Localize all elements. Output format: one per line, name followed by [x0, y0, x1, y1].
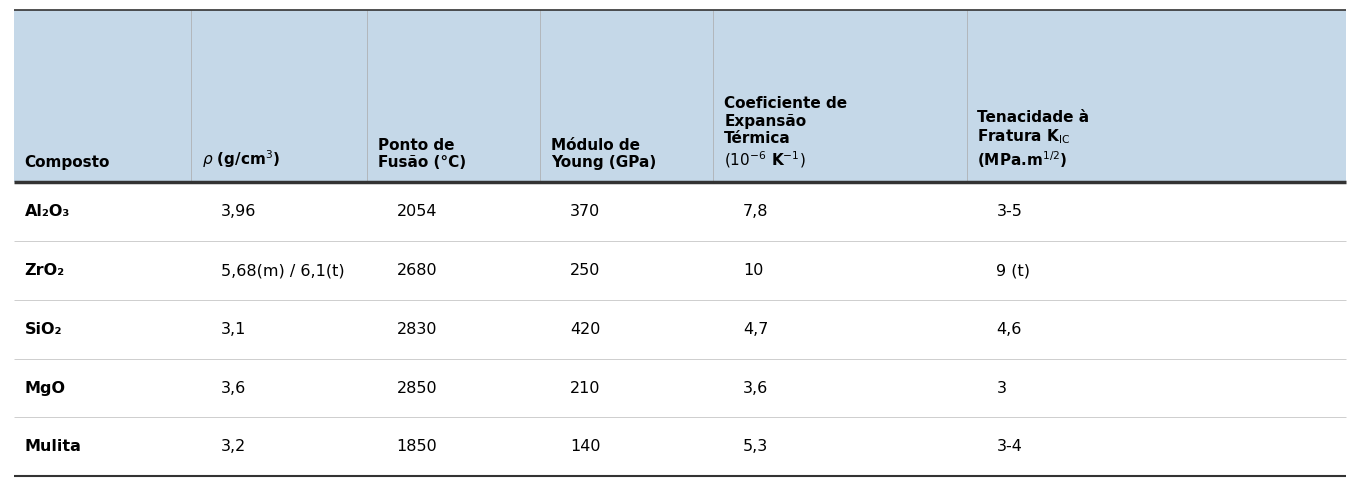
Text: $\rho$ (g/cm$^3$): $\rho$ (g/cm$^3$) [201, 149, 280, 170]
Text: 3,96: 3,96 [220, 204, 256, 219]
Text: 3,6: 3,6 [220, 381, 246, 396]
Text: 7,8: 7,8 [743, 204, 768, 219]
Text: Módulo de
Young (GPa): Módulo de Young (GPa) [551, 138, 656, 170]
Text: 5,3: 5,3 [743, 439, 768, 454]
Text: 3: 3 [997, 381, 1006, 396]
Text: 9 (t): 9 (t) [997, 263, 1031, 278]
Text: 3-5: 3-5 [997, 204, 1023, 219]
Text: 210: 210 [570, 381, 601, 396]
Text: Al₂O₃: Al₂O₃ [24, 204, 69, 219]
Text: 3,1: 3,1 [220, 322, 246, 337]
Text: 3,2: 3,2 [220, 439, 246, 454]
Text: 370: 370 [570, 204, 600, 219]
Text: 2680: 2680 [397, 263, 438, 278]
Text: 2054: 2054 [397, 204, 437, 219]
Bar [14, 359, 1346, 417]
Bar [14, 182, 1346, 241]
Text: 1850: 1850 [397, 439, 438, 454]
Text: 10: 10 [743, 263, 763, 278]
Text: Coeficiente de
Expansão
Térmica
$(10^{-6}$ K$^{-1})$: Coeficiente de Expansão Térmica $(10^{-6… [724, 96, 847, 170]
Text: SiO₂: SiO₂ [24, 322, 63, 337]
Text: MgO: MgO [24, 381, 65, 396]
Bar [14, 300, 1346, 359]
Bar [14, 241, 1346, 300]
Bar [14, 10, 1346, 182]
Text: Mulita: Mulita [24, 439, 82, 454]
Text: 3,6: 3,6 [743, 381, 768, 396]
Text: 4,6: 4,6 [997, 322, 1021, 337]
Text: 2850: 2850 [397, 381, 438, 396]
Text: 3-4: 3-4 [997, 439, 1023, 454]
Bar [14, 417, 1346, 476]
Text: 420: 420 [570, 322, 600, 337]
Text: 5,68(m) / 6,1(t): 5,68(m) / 6,1(t) [220, 263, 344, 278]
Text: 140: 140 [570, 439, 601, 454]
Text: 2830: 2830 [397, 322, 437, 337]
Text: ZrO₂: ZrO₂ [24, 263, 65, 278]
Text: Ponto de
Fusão (°C): Ponto de Fusão (°C) [378, 138, 465, 170]
Text: 4,7: 4,7 [743, 322, 768, 337]
Text: Composto: Composto [24, 155, 110, 170]
Text: Tenacidade à
Fratura K$_{\mathrm{IC}}$
(MPa.m$^{1/2}$): Tenacidade à Fratura K$_{\mathrm{IC}}$ (… [978, 110, 1089, 170]
Text: 250: 250 [570, 263, 600, 278]
